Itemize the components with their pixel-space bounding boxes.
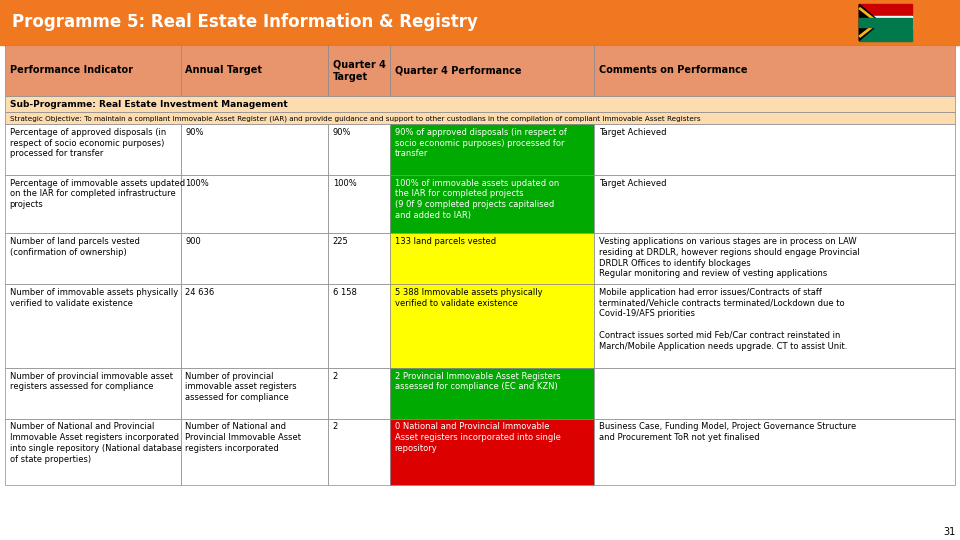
Text: Sub-Programme: Real Estate Investment Management: Sub-Programme: Real Estate Investment Ma… <box>10 100 287 109</box>
Bar <box>180 175 328 233</box>
Text: 2: 2 <box>333 422 338 431</box>
Bar <box>594 124 955 175</box>
Text: Mobile application had error issues/Contracts of staff
terminated/Vehicle contra: Mobile application had error issues/Cont… <box>599 288 848 350</box>
Text: 133 land parcels vested: 133 land parcels vested <box>395 237 495 246</box>
Bar <box>328 45 390 96</box>
Text: 0 National and Provincial Immovable
Asset registers incorporated into single
rep: 0 National and Provincial Immovable Asse… <box>395 422 561 453</box>
Text: Business Case, Funding Model, Project Governance Structure
and Procurement ToR n: Business Case, Funding Model, Project Go… <box>599 422 856 442</box>
Bar <box>859 29 912 40</box>
Bar <box>180 45 328 96</box>
Text: 100%: 100% <box>185 179 209 188</box>
Bar <box>859 4 912 16</box>
Bar <box>5 45 180 96</box>
Text: 900: 900 <box>185 237 202 246</box>
Polygon shape <box>859 4 880 40</box>
Bar <box>390 233 594 284</box>
Bar <box>328 284 390 368</box>
Bar <box>0 0 960 45</box>
Bar <box>859 18 912 27</box>
Bar <box>5 418 180 485</box>
Bar <box>594 233 955 284</box>
Bar <box>594 284 955 368</box>
Bar <box>328 418 390 485</box>
Text: Target Achieved: Target Achieved <box>599 128 666 137</box>
Bar <box>328 124 390 175</box>
Text: Programme 5: Real Estate Information & Registry: Programme 5: Real Estate Information & R… <box>12 14 477 31</box>
Text: 2: 2 <box>333 372 338 381</box>
Text: Number of National and
Provincial Immovable Asset
registers incorporated: Number of National and Provincial Immova… <box>185 422 301 453</box>
Text: Percentage of immovable assets updated
on the IAR for completed infrastructure
p: Percentage of immovable assets updated o… <box>10 179 184 209</box>
Bar <box>180 124 328 175</box>
Bar <box>390 418 594 485</box>
Bar <box>594 418 955 485</box>
Text: 31: 31 <box>943 527 955 537</box>
Text: Number of immovable assets physically
verified to validate existence: Number of immovable assets physically ve… <box>10 288 178 308</box>
Bar <box>180 368 328 418</box>
Bar <box>180 418 328 485</box>
Bar <box>390 368 594 418</box>
Bar <box>180 284 328 368</box>
Text: 2 Provincial Immovable Asset Registers
assessed for compliance (EC and KZN): 2 Provincial Immovable Asset Registers a… <box>395 372 561 392</box>
Bar <box>5 368 180 418</box>
Bar <box>328 175 390 233</box>
Bar <box>390 175 594 233</box>
Bar <box>390 124 594 175</box>
Text: 225: 225 <box>333 237 348 246</box>
Text: 90% of approved disposals (in respect of
socio economic purposes) processed for
: 90% of approved disposals (in respect of… <box>395 128 566 158</box>
Text: 90%: 90% <box>185 128 204 137</box>
Bar <box>594 175 955 233</box>
Bar <box>180 233 328 284</box>
Bar <box>5 124 180 175</box>
Bar <box>594 368 955 418</box>
Text: 24 636: 24 636 <box>185 288 215 297</box>
Bar <box>5 284 180 368</box>
Text: Percentage of approved disposals (in
respect of socio economic purposes)
process: Percentage of approved disposals (in res… <box>10 128 166 158</box>
Bar <box>5 112 955 124</box>
Text: Number of provincial immovable asset
registers assessed for compliance: Number of provincial immovable asset reg… <box>10 372 173 392</box>
Text: 100%: 100% <box>333 179 356 188</box>
Bar <box>390 284 594 368</box>
Text: Strategic Objective: To maintain a compliant Immovable Asset Register (IAR) and : Strategic Objective: To maintain a compl… <box>10 115 700 122</box>
Bar <box>5 96 955 112</box>
Text: 5 388 Immovable assets physically
verified to validate existence: 5 388 Immovable assets physically verifi… <box>395 288 542 308</box>
Bar <box>5 175 180 233</box>
Text: Number of National and Provincial
Immovable Asset registers incorporated
into si: Number of National and Provincial Immova… <box>10 422 181 463</box>
Text: Number of provincial
immovable asset registers
assessed for compliance: Number of provincial immovable asset reg… <box>185 372 297 402</box>
Text: 100% of immovable assets updated on
the IAR for completed projects
(9 0f 9 compl: 100% of immovable assets updated on the … <box>395 179 559 220</box>
Text: Vesting applications on various stages are in process on LAW
residing at DRDLR, : Vesting applications on various stages a… <box>599 237 859 278</box>
Text: Annual Target: Annual Target <box>185 65 262 76</box>
Text: Target Achieved: Target Achieved <box>599 179 666 188</box>
Bar <box>594 45 955 96</box>
Text: Performance Indicator: Performance Indicator <box>10 65 132 76</box>
Text: Quarter 4
Target: Quarter 4 Target <box>333 59 386 82</box>
Text: Comments on Performance: Comments on Performance <box>599 65 747 76</box>
Text: Number of land parcels vested
(confirmation of ownership): Number of land parcels vested (confirmat… <box>10 237 139 257</box>
Bar <box>859 16 912 29</box>
Text: 90%: 90% <box>333 128 351 137</box>
Bar <box>328 368 390 418</box>
Bar <box>5 233 180 284</box>
Bar <box>390 45 594 96</box>
Text: 6 158: 6 158 <box>333 288 356 297</box>
Bar <box>328 233 390 284</box>
Text: Quarter 4 Performance: Quarter 4 Performance <box>395 65 521 76</box>
